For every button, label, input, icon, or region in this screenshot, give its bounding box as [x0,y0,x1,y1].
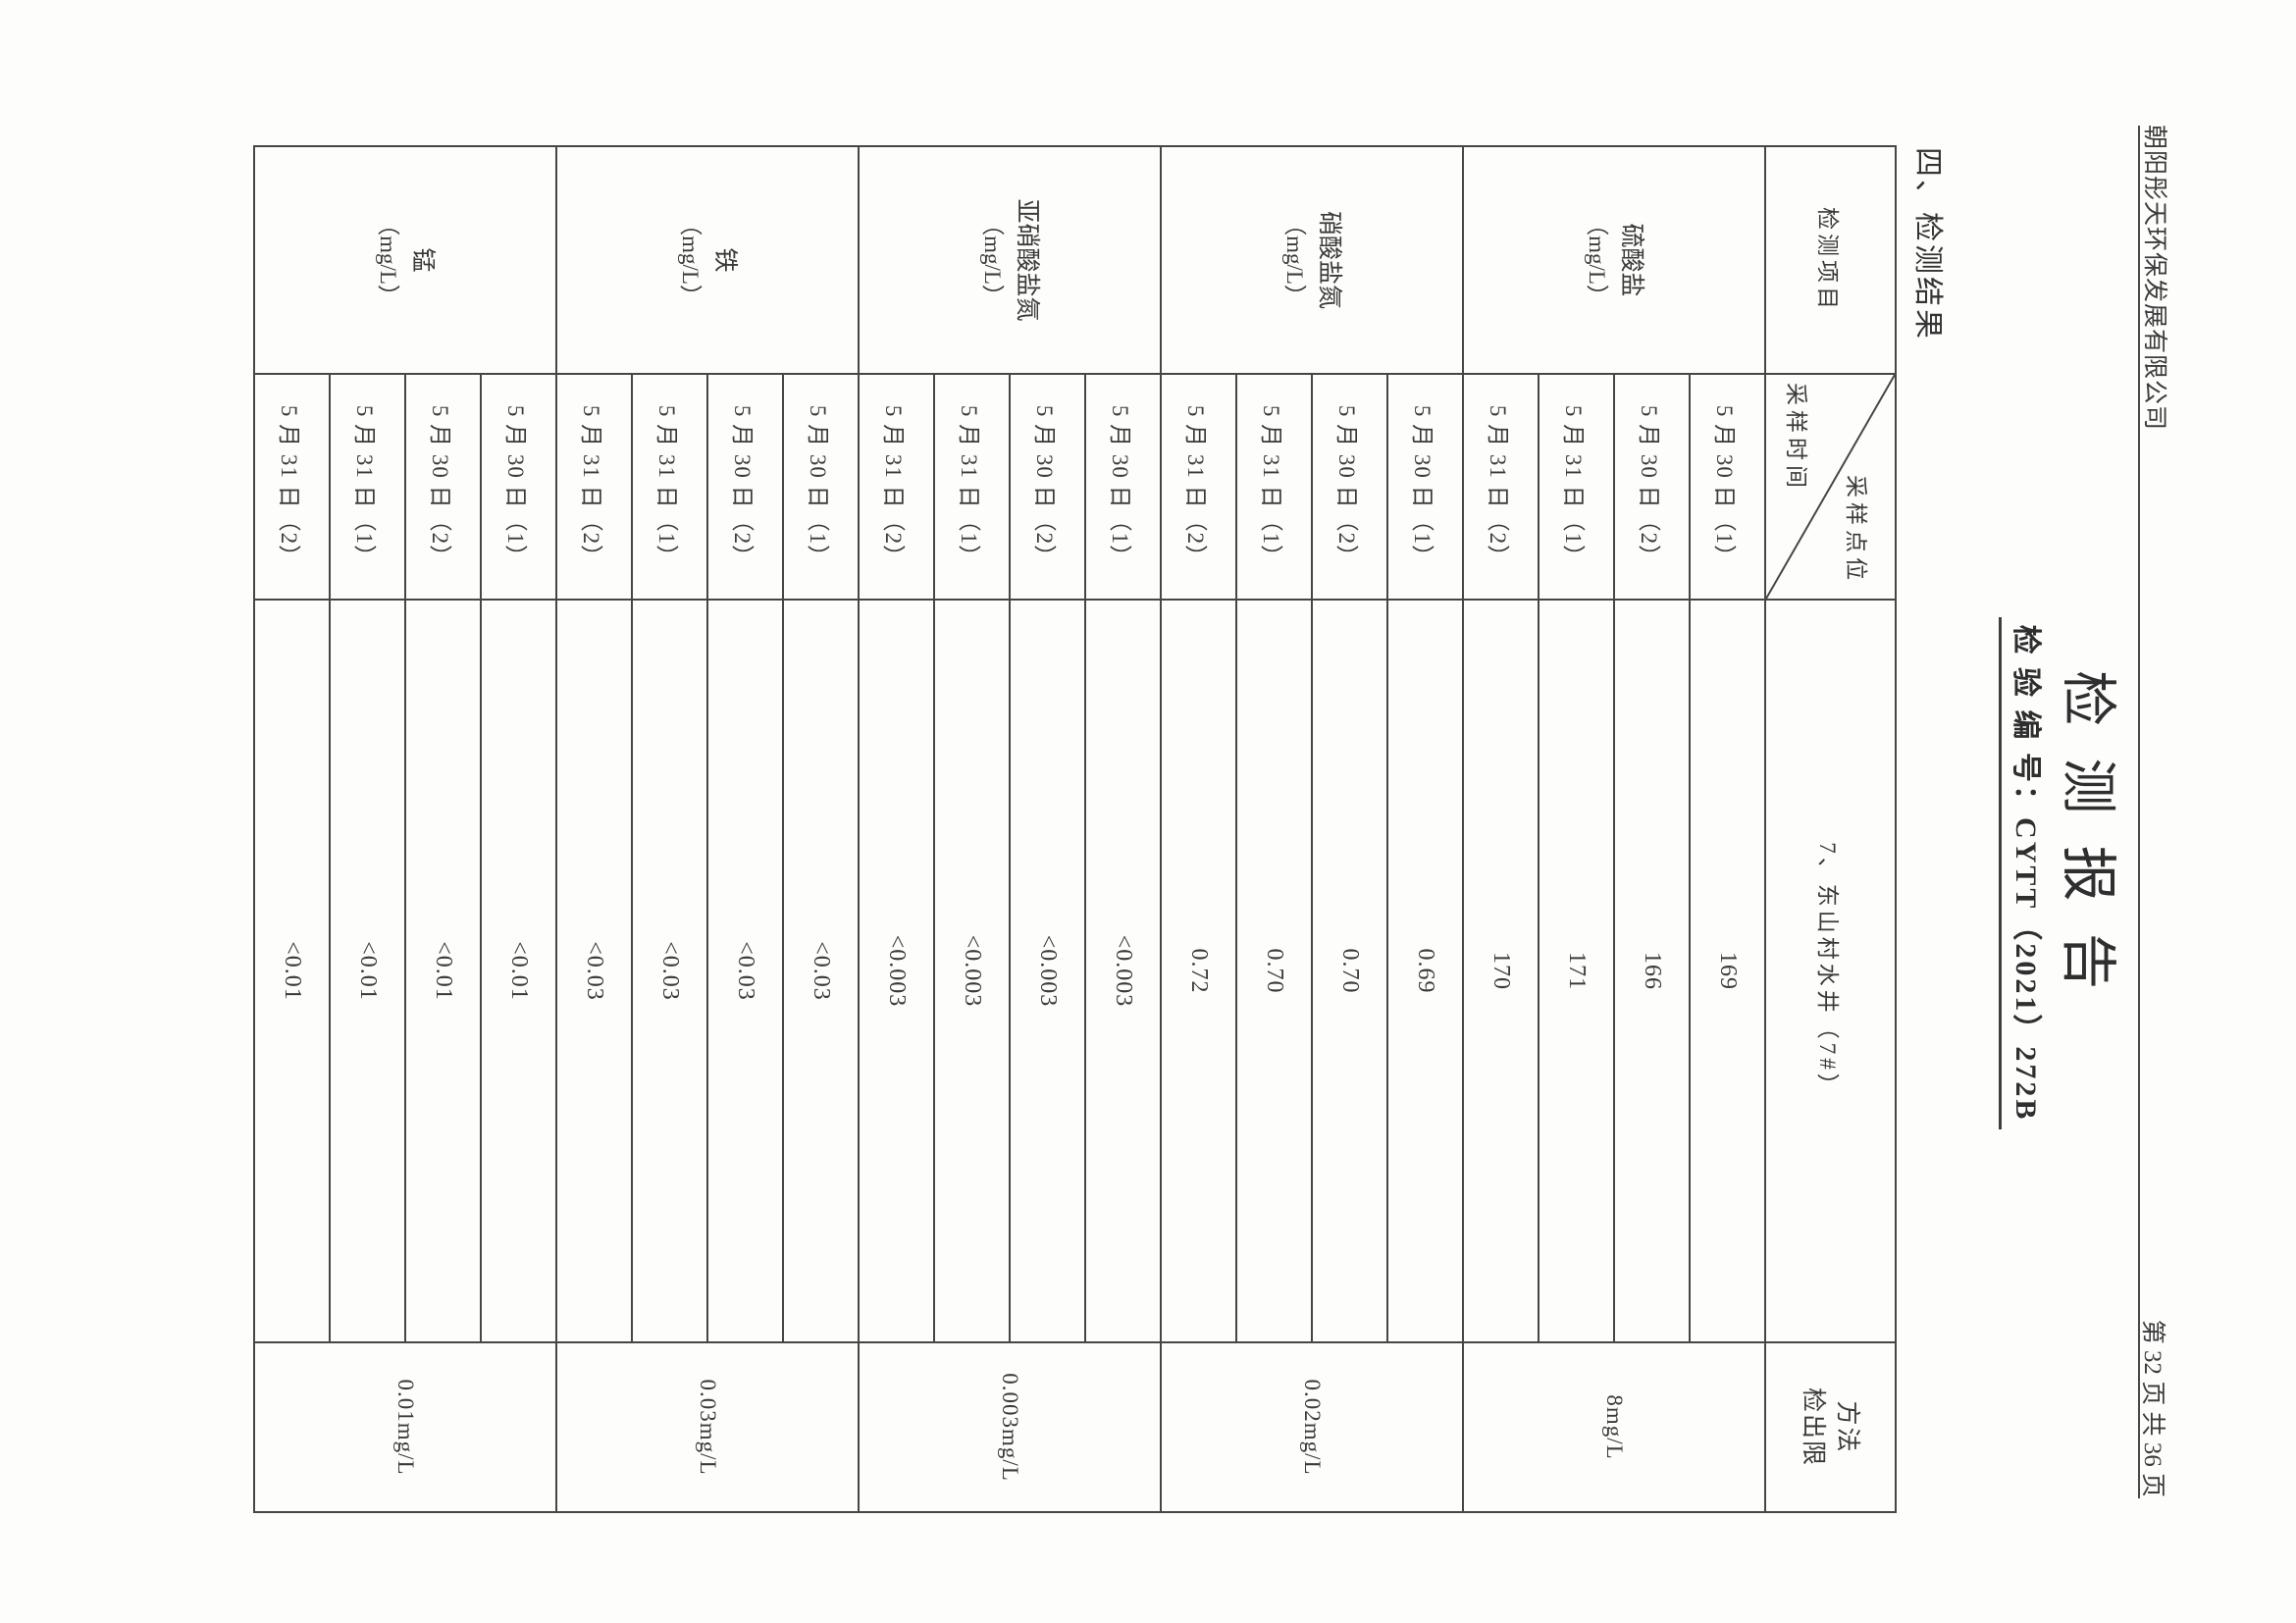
result-value: <0.01 [254,600,330,1342]
header-location: 7、东山村水井（7#） [1765,600,1896,1342]
result-value: <0.01 [405,600,481,1342]
header-detection-limit: 方法 检出限 [1765,1342,1896,1512]
detection-limit: 0.02mg/L [1161,1342,1463,1512]
sample-date: 5 月 30 日（2） [707,374,783,600]
sample-date: 5 月 31 日（1） [1539,374,1614,600]
section-title: 四、检测结果 [1911,147,1944,341]
sample-date: 5 月 30 日（1） [1387,374,1463,600]
result-value: 170 [1463,600,1539,1342]
header-rule [2138,126,2140,1498]
result-value: <0.003 [1010,600,1085,1342]
header-sampling-time: 采样时间 [1784,383,1808,493]
sample-date: 5 月 31 日（1） [632,374,707,600]
sample-date: 5 月 31 日（2） [1161,374,1236,600]
header-sampling-point: 采样点位 [1844,475,1868,585]
table-row: 亚硝酸盐氮 （mg/L） 5 月 30 日（1） <0.003 0.003mg/… [859,146,1161,1512]
table-row: 硝酸盐氮 （mg/L） 5 月 30 日（1） 0.69 0.02mg/L [1161,146,1463,1512]
sample-date: 5 月 30 日（1） [1085,374,1161,600]
sample-date: 5 月 30 日（2） [1614,374,1690,600]
sample-date: 5 月 31 日（1） [934,374,1010,600]
sample-date: 5 月 31 日（2） [254,374,330,600]
detection-limit: 0.03mg/L [556,1342,859,1512]
result-value: 171 [1539,600,1614,1342]
table-row: 铁 （mg/L） 5 月 30 日（1） <0.03 0.03mg/L [556,146,859,1512]
analyte-cell: 硝酸盐氮 （mg/L） [1161,146,1463,374]
result-value: <0.03 [783,600,859,1342]
detection-limit: 8mg/L [1463,1342,1765,1512]
analyte-unit: （mg/L） [677,213,703,307]
sample-date: 5 月 31 日（1） [1236,374,1312,600]
report-title: 检 测 报 告 [2057,670,2118,998]
result-value: <0.01 [481,600,556,1342]
diagonal-line [1766,375,1895,599]
sample-date: 5 月 31 日（2） [859,374,934,600]
sample-date: 5 月 30 日（2） [1312,374,1387,600]
sample-date: 5 月 31 日（2） [1463,374,1539,600]
analyte-name: 硫酸盐 [1617,223,1644,297]
sample-date: 5 月 30 日（1） [1690,374,1765,600]
sample-date: 5 月 31 日（2） [556,374,632,600]
sample-date: 5 月 31 日（1） [330,374,405,600]
header-diagonal-cell: 采样点位 采样时间 [1765,374,1896,600]
result-value: <0.03 [556,600,632,1342]
header-method-line1: 方法 [1834,1400,1861,1454]
sample-date: 5 月 30 日（2） [1010,374,1085,600]
detection-limit: 0.01mg/L [254,1342,556,1512]
detection-limit: 0.003mg/L [859,1342,1161,1512]
result-value: 0.70 [1236,600,1312,1342]
analyte-cell: 硫酸盐 （mg/L） [1463,146,1765,374]
sample-date: 5 月 30 日（2） [405,374,481,600]
analyte-unit: （mg/L） [1281,213,1307,307]
result-value: <0.03 [707,600,783,1342]
result-value: <0.003 [1085,600,1161,1342]
result-value: 169 [1690,600,1765,1342]
results-table: 检测项目 采样点位 采样时间 7、东山村水井（7#） 方法 检出限 [253,145,1897,1513]
table-row: 锰 （mg/L） 5 月 30 日（1） <0.01 0.01mg/L [254,146,556,1512]
report-number-line: 检 验 编 号：CYTT（2021）272B [1999,0,2051,1623]
analyte-unit: （mg/L） [375,213,400,307]
diagonal-split: 采样点位 采样时间 [1766,375,1895,599]
sample-date: 5 月 30 日（1） [783,374,859,600]
result-value: 0.72 [1161,600,1236,1342]
company-name: 朝阳彤天环保发展有限公司 [2141,125,2167,432]
header-test-item: 检测项目 [1765,146,1896,374]
table-header-row: 检测项目 采样点位 采样时间 7、东山村水井（7#） 方法 检出限 [1765,146,1896,1512]
result-value: 0.69 [1387,600,1463,1342]
analyte-name: 铁 [710,247,738,273]
result-value: <0.003 [934,600,1010,1342]
analyte-cell: 铁 （mg/L） [556,146,859,374]
analyte-unit: （mg/L） [979,213,1005,307]
report-number: 检 验 编 号：CYTT（2021）272B [1999,616,2051,1130]
analyte-name: 硝酸盐氮 [1315,210,1342,309]
result-value: 0.70 [1312,600,1387,1342]
sample-date: 5 月 30 日（1） [481,374,556,600]
analyte-name: 亚硝酸盐氮 [1013,198,1040,322]
analyte-cell: 亚硝酸盐氮 （mg/L） [859,146,1161,374]
table-row: 硫酸盐 （mg/L） 5 月 30 日（1） 169 8mg/L [1463,146,1765,1512]
result-value: 166 [1614,600,1690,1342]
result-value: <0.003 [859,600,934,1342]
result-value: <0.03 [632,600,707,1342]
result-value: <0.01 [330,600,405,1342]
analyte-name: 锰 [408,247,436,273]
analyte-unit: （mg/L） [1584,213,1609,307]
header-method-line2: 检出限 [1800,1387,1827,1467]
page-number: 第 32 页 共 36 页 [2139,1319,2166,1497]
analyte-cell: 锰 （mg/L） [254,146,556,374]
